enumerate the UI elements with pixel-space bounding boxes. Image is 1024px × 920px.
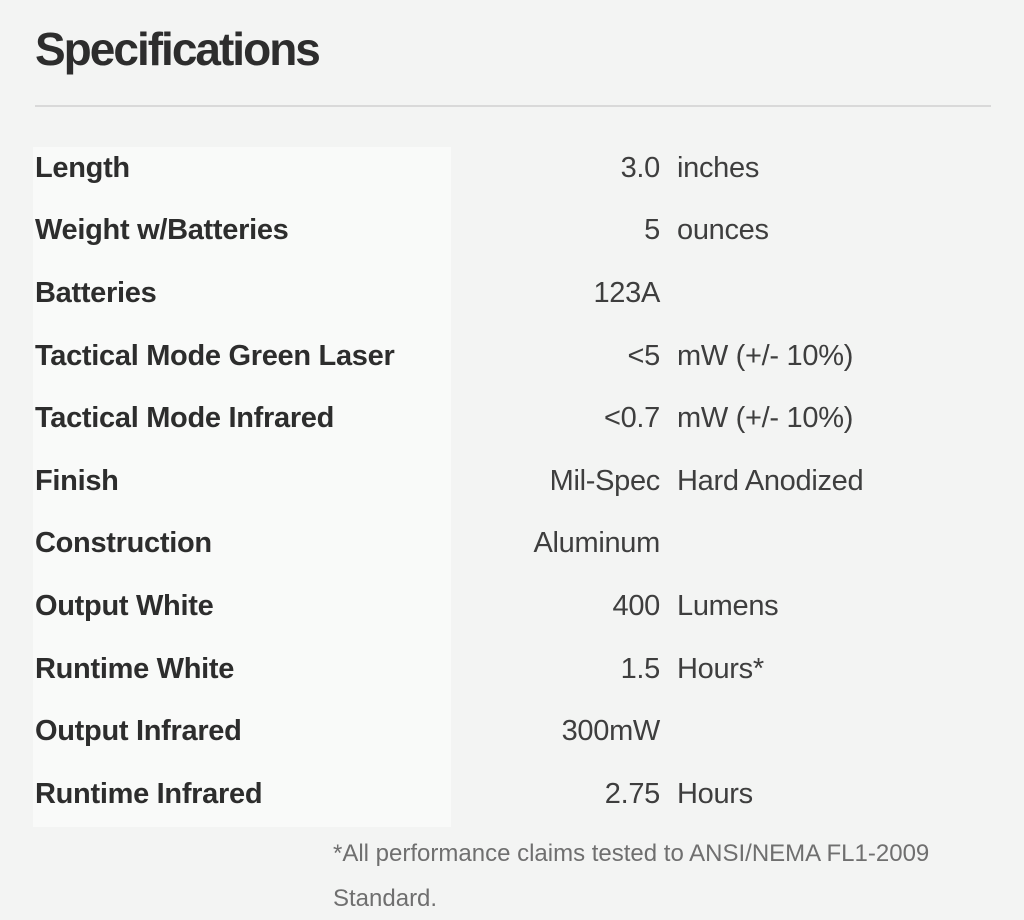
spec-unit: Lumens	[677, 589, 779, 622]
spec-value: 3.0	[620, 151, 661, 184]
spec-unit: Hours	[677, 777, 753, 810]
spec-row: Runtime White 1.5 Hours*	[0, 638, 1024, 701]
spec-value: Aluminum	[533, 527, 660, 560]
spec-row: Output White 400 Lumens	[0, 575, 1024, 638]
spec-row: Construction Aluminum	[0, 513, 1024, 576]
spec-value: 1.5	[620, 652, 661, 685]
spec-value: 123A	[593, 276, 660, 309]
spec-label: Tactical Mode Infrared	[35, 402, 335, 435]
spec-unit: inches	[677, 151, 760, 184]
spec-value: 300mW	[561, 715, 661, 748]
spec-label: Runtime White	[35, 652, 235, 685]
spec-value: 2.75	[604, 777, 661, 810]
spec-footnote: *All performance claims tested to ANSI/N…	[333, 840, 930, 912]
spec-row: Tactical Mode Infrared <0.7 mW (+/- 10%)	[0, 387, 1024, 450]
spec-label: Construction	[35, 527, 212, 560]
spec-unit: Hard Anodized	[677, 464, 864, 497]
spec-value: 5	[644, 214, 660, 247]
spec-label: Output Infrared	[35, 715, 242, 748]
spec-unit: mW (+/- 10%)	[677, 402, 854, 435]
spec-row: Tactical Mode Green Laser <5 mW (+/- 10%)	[0, 325, 1024, 388]
spec-value: 400	[612, 589, 661, 622]
spec-label: Finish	[35, 464, 119, 497]
spec-label: Runtime Infrared	[35, 777, 263, 810]
spec-row: Batteries 123A	[0, 262, 1024, 325]
spec-row: Output Infrared 300mW	[0, 700, 1024, 763]
spec-table: Length 3.0 inches Weight w/Batteries 5 ounces…	[0, 137, 1024, 826]
spec-label: Output White	[35, 589, 214, 622]
spec-row: Finish Mil-Spec Hard Anodized	[0, 450, 1024, 513]
title-divider	[35, 105, 991, 107]
spec-value: Mil-Spec	[549, 464, 661, 497]
label-column-background	[33, 147, 451, 827]
spec-label: Tactical Mode Green Laser	[35, 339, 395, 372]
spec-value: <5	[627, 339, 661, 372]
spec-row: Weight w/Batteries 5 ounces	[0, 200, 1024, 263]
spec-value: <0.7	[603, 402, 660, 435]
spec-label: Weight w/Batteries	[35, 214, 289, 247]
spec-unit: ounces	[677, 214, 769, 247]
page-title: Specifications	[35, 23, 321, 75]
spec-unit: Hours*	[677, 652, 764, 685]
spec-unit: mW (+/- 10%)	[677, 339, 854, 372]
spec-label: Length	[35, 151, 130, 184]
spec-row: Length 3.0 inches	[0, 137, 1024, 200]
spec-label: Batteries	[35, 276, 157, 309]
spec-row: Runtime Infrared 2.75 Hours	[0, 763, 1024, 826]
